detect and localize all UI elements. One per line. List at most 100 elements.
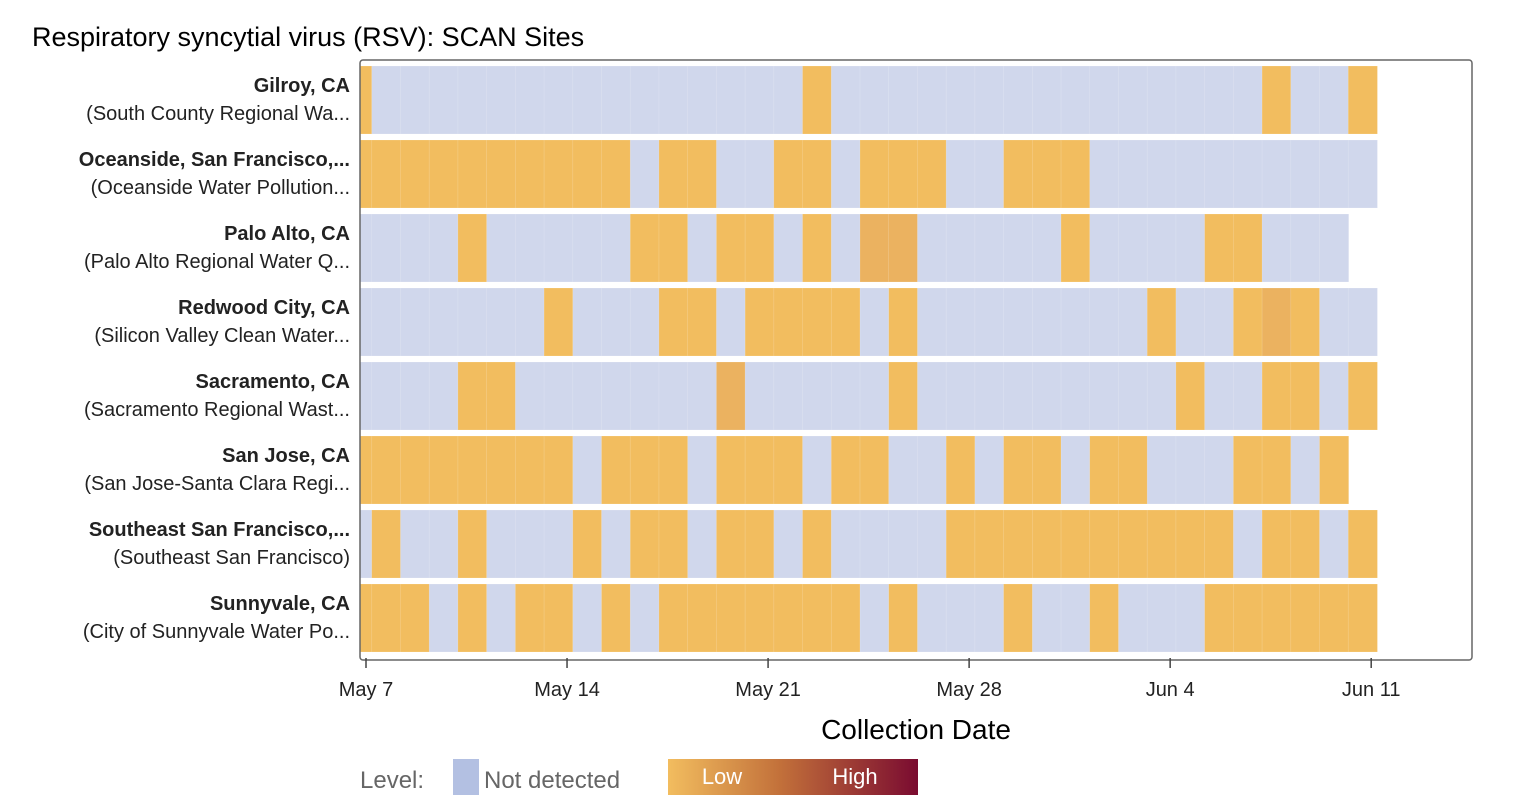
heatmap-cell[interactable] bbox=[601, 435, 632, 505]
heatmap-cell[interactable] bbox=[974, 583, 1005, 653]
heatmap-cell[interactable] bbox=[1290, 361, 1321, 431]
heatmap-cell[interactable] bbox=[1032, 213, 1062, 283]
heatmap-cell[interactable] bbox=[1060, 139, 1091, 209]
heatmap-cell[interactable] bbox=[543, 139, 574, 209]
heatmap-cell[interactable] bbox=[400, 435, 430, 505]
heatmap-cell[interactable] bbox=[629, 139, 660, 209]
heatmap-cell[interactable] bbox=[359, 139, 373, 209]
heatmap-cell[interactable] bbox=[515, 583, 545, 653]
heatmap-cell[interactable] bbox=[917, 583, 947, 653]
heatmap-cell[interactable] bbox=[974, 65, 1005, 135]
heatmap-cell[interactable] bbox=[716, 435, 746, 505]
heatmap-cell[interactable] bbox=[515, 435, 545, 505]
heatmap-cell[interactable] bbox=[1003, 509, 1034, 579]
heatmap-cell[interactable] bbox=[830, 361, 861, 431]
heatmap-cell[interactable] bbox=[744, 287, 775, 357]
heatmap-cell[interactable] bbox=[1319, 213, 1350, 283]
heatmap-cell[interactable] bbox=[773, 287, 804, 357]
heatmap-cell[interactable] bbox=[1347, 287, 1378, 357]
heatmap-cell[interactable] bbox=[1032, 287, 1062, 357]
heatmap-cell[interactable] bbox=[773, 509, 804, 579]
heatmap-cell[interactable] bbox=[1118, 583, 1148, 653]
heatmap-cell[interactable] bbox=[1347, 361, 1378, 431]
heatmap-cell[interactable] bbox=[515, 361, 545, 431]
heatmap-cell[interactable] bbox=[1261, 287, 1292, 357]
heatmap-cell[interactable] bbox=[572, 139, 603, 209]
heatmap-cell[interactable] bbox=[601, 213, 632, 283]
heatmap-cell[interactable] bbox=[1003, 583, 1034, 653]
heatmap-cell[interactable] bbox=[1003, 65, 1034, 135]
heatmap-cell[interactable] bbox=[1175, 139, 1206, 209]
heatmap-cell[interactable] bbox=[572, 583, 603, 653]
heatmap-cell[interactable] bbox=[744, 65, 775, 135]
heatmap-cell[interactable] bbox=[830, 65, 861, 135]
heatmap-cell[interactable] bbox=[1118, 65, 1148, 135]
heatmap-cell[interactable] bbox=[572, 361, 603, 431]
heatmap-cell[interactable] bbox=[974, 139, 1005, 209]
heatmap-cell[interactable] bbox=[601, 583, 632, 653]
heatmap-cell[interactable] bbox=[830, 287, 861, 357]
heatmap-cell[interactable] bbox=[658, 65, 689, 135]
heatmap-cell[interactable] bbox=[1175, 361, 1206, 431]
heatmap-cell[interactable] bbox=[543, 509, 574, 579]
heatmap-cell[interactable] bbox=[687, 509, 718, 579]
heatmap-cell[interactable] bbox=[486, 65, 517, 135]
heatmap-cell[interactable] bbox=[359, 583, 373, 653]
heatmap-cell[interactable] bbox=[1233, 213, 1263, 283]
heatmap-cell[interactable] bbox=[1089, 287, 1120, 357]
heatmap-cell[interactable] bbox=[1290, 65, 1321, 135]
heatmap-cell[interactable] bbox=[1319, 435, 1350, 505]
heatmap-cell[interactable] bbox=[1319, 509, 1350, 579]
heatmap-cell[interactable] bbox=[1204, 139, 1235, 209]
heatmap-cell[interactable] bbox=[1146, 361, 1177, 431]
heatmap-cell[interactable] bbox=[744, 213, 775, 283]
heatmap-cell[interactable] bbox=[687, 139, 718, 209]
heatmap-cell[interactable] bbox=[601, 139, 632, 209]
heatmap-cell[interactable] bbox=[1146, 139, 1177, 209]
heatmap-cell[interactable] bbox=[428, 139, 459, 209]
heatmap-cell[interactable] bbox=[543, 287, 574, 357]
heatmap-cell[interactable] bbox=[515, 139, 545, 209]
heatmap-cell[interactable] bbox=[1233, 65, 1263, 135]
heatmap-cell[interactable] bbox=[1347, 583, 1378, 653]
heatmap-cell[interactable] bbox=[1089, 583, 1120, 653]
heatmap-cell[interactable] bbox=[744, 139, 775, 209]
heatmap-cell[interactable] bbox=[1118, 213, 1148, 283]
heatmap-cell[interactable] bbox=[1290, 435, 1321, 505]
heatmap-cell[interactable] bbox=[744, 583, 775, 653]
heatmap-cell[interactable] bbox=[1089, 139, 1120, 209]
heatmap-cell[interactable] bbox=[543, 583, 574, 653]
heatmap-cell[interactable] bbox=[1347, 65, 1378, 135]
heatmap-cell[interactable] bbox=[917, 287, 947, 357]
heatmap-cell[interactable] bbox=[1146, 65, 1177, 135]
heatmap-cell[interactable] bbox=[658, 213, 689, 283]
heatmap-cell[interactable] bbox=[629, 287, 660, 357]
heatmap-cell[interactable] bbox=[1290, 139, 1321, 209]
heatmap-cell[interactable] bbox=[1032, 361, 1062, 431]
heatmap-cell[interactable] bbox=[802, 287, 833, 357]
heatmap-cell[interactable] bbox=[888, 583, 919, 653]
heatmap-cell[interactable] bbox=[371, 361, 402, 431]
heatmap-cell[interactable] bbox=[917, 435, 947, 505]
heatmap-cell[interactable] bbox=[773, 583, 804, 653]
heatmap-cell[interactable] bbox=[572, 65, 603, 135]
heatmap-cell[interactable] bbox=[1060, 287, 1091, 357]
heatmap-cell[interactable] bbox=[601, 65, 632, 135]
heatmap-cell[interactable] bbox=[601, 361, 632, 431]
heatmap-cell[interactable] bbox=[974, 435, 1005, 505]
heatmap-cell[interactable] bbox=[1146, 213, 1177, 283]
heatmap-cell[interactable] bbox=[629, 65, 660, 135]
heatmap-cell[interactable] bbox=[1290, 213, 1321, 283]
heatmap-cell[interactable] bbox=[457, 583, 488, 653]
heatmap-cell[interactable] bbox=[359, 65, 373, 135]
heatmap-cell[interactable] bbox=[1060, 435, 1091, 505]
heatmap-cell[interactable] bbox=[1003, 435, 1034, 505]
heatmap-cell[interactable] bbox=[457, 287, 488, 357]
heatmap-cell[interactable] bbox=[658, 139, 689, 209]
heatmap-cell[interactable] bbox=[1146, 583, 1177, 653]
heatmap-cell[interactable] bbox=[371, 509, 402, 579]
heatmap-cell[interactable] bbox=[515, 65, 545, 135]
heatmap-cell[interactable] bbox=[359, 213, 373, 283]
heatmap-cell[interactable] bbox=[400, 361, 430, 431]
heatmap-cell[interactable] bbox=[773, 435, 804, 505]
